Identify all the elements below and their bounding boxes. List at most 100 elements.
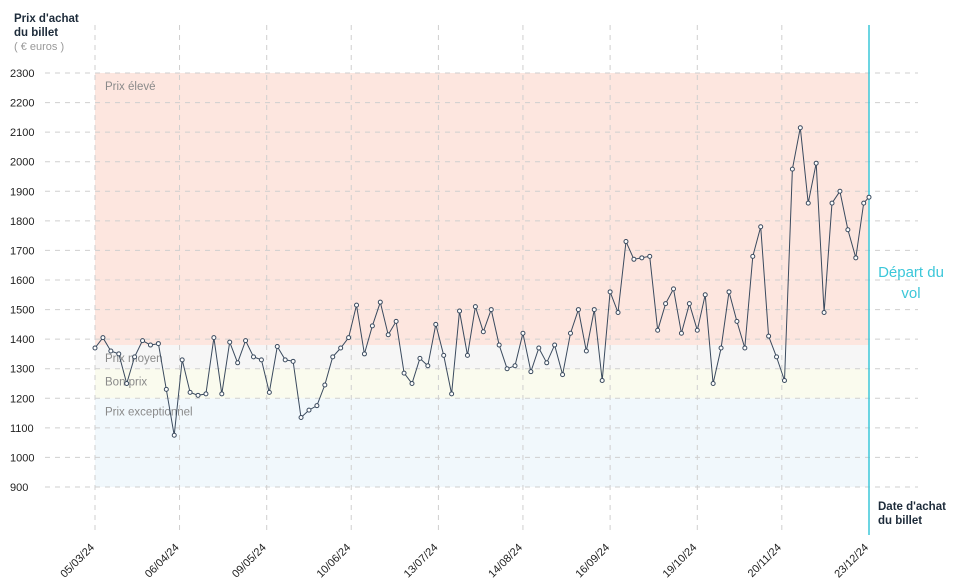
- zone-label: Prix élevé: [105, 81, 156, 93]
- y-tick-label: 1200: [10, 393, 34, 405]
- price-point: [567, 330, 573, 336]
- price-point: [647, 253, 653, 259]
- price-point: [155, 341, 161, 347]
- y-tick-label: 1600: [10, 275, 34, 287]
- price-point: [250, 354, 256, 360]
- price-point: [409, 381, 415, 386]
- price-point: [821, 310, 827, 316]
- y-tick-label: 1800: [10, 216, 34, 228]
- y-tick-label: 1300: [10, 364, 34, 376]
- price-point: [853, 255, 859, 261]
- price-point: [274, 344, 280, 350]
- y-tick-label: 900: [10, 482, 28, 494]
- price-point: [92, 345, 98, 351]
- y-tick-label: 1000: [10, 452, 34, 464]
- price-point: [520, 330, 526, 336]
- x-tick-label: 23/12/24: [832, 542, 871, 581]
- price-point: [560, 372, 566, 378]
- price-point: [781, 378, 787, 384]
- price-point: [108, 348, 114, 354]
- price-point: [607, 289, 613, 295]
- price-point: [504, 366, 510, 372]
- price-point: [829, 200, 835, 206]
- price-point: [361, 351, 367, 357]
- price-point: [306, 407, 312, 413]
- price-point: [774, 354, 780, 360]
- x-tick-label: 16/09/24: [573, 542, 612, 581]
- price-point: [211, 335, 217, 341]
- price-point: [750, 253, 756, 259]
- price-point: [837, 188, 843, 194]
- y-tick-label: 1500: [10, 305, 34, 317]
- price-point: [377, 299, 383, 305]
- price-zone: [95, 398, 869, 487]
- price-point: [258, 357, 264, 363]
- price-point: [472, 304, 478, 310]
- departure-label: Départ du vol: [878, 264, 944, 302]
- price-point: [203, 391, 209, 397]
- price-point: [544, 360, 550, 366]
- price-point: [417, 355, 423, 361]
- price-point: [615, 310, 621, 316]
- price-point: [266, 389, 272, 395]
- price-point: [599, 378, 605, 384]
- price-point: [718, 345, 724, 351]
- price-point: [464, 352, 470, 358]
- price-point: [100, 335, 106, 341]
- price-zone: [95, 73, 869, 346]
- price-point: [179, 357, 185, 363]
- price-point: [187, 389, 193, 395]
- price-point: [314, 403, 320, 409]
- price-point: [195, 392, 201, 398]
- price-point: [235, 360, 241, 366]
- price-point: [758, 224, 764, 230]
- x-tick-label: 13/07/24: [402, 542, 441, 581]
- x-tick-label: 05/03/24: [58, 542, 97, 581]
- price-point: [591, 307, 597, 313]
- price-zone: [95, 368, 869, 399]
- price-point: [298, 415, 304, 421]
- price-point: [845, 227, 851, 233]
- price-point: [639, 255, 645, 261]
- y-tick-label: 2100: [10, 127, 34, 139]
- price-point: [861, 200, 867, 206]
- price-point: [583, 348, 589, 354]
- price-point: [734, 318, 740, 324]
- price-point: [694, 327, 700, 333]
- price-point: [219, 391, 225, 397]
- price-point: [552, 342, 558, 348]
- price-point: [346, 335, 352, 341]
- price-point: [813, 160, 819, 166]
- price-point: [671, 286, 677, 292]
- price-point: [282, 357, 288, 363]
- price-point: [702, 292, 708, 298]
- y-axis-title: Prix d'achat du billet: [14, 13, 79, 39]
- price-point: [663, 301, 669, 307]
- price-point: [623, 239, 629, 245]
- price-point: [116, 351, 122, 357]
- price-point: [480, 329, 486, 335]
- y-tick-label: 1900: [10, 186, 34, 198]
- price-point: [163, 386, 169, 392]
- price-point: [132, 354, 138, 360]
- price-point: [354, 302, 360, 308]
- price-zone: [95, 345, 869, 369]
- price-point: [124, 381, 130, 386]
- price-point: [369, 323, 375, 329]
- price-point: [290, 358, 296, 364]
- x-tick-label: 19/10/24: [661, 542, 700, 581]
- x-tick-label: 14/08/24: [486, 542, 525, 581]
- y-tick-label: 2000: [10, 157, 34, 169]
- price-point: [330, 354, 336, 360]
- y-tick-label: 2300: [10, 68, 34, 80]
- price-point: [171, 432, 177, 438]
- x-axis-title: Date d'achat du billet: [878, 501, 946, 527]
- x-tick-label: 10/06/24: [315, 542, 354, 581]
- price-point: [655, 327, 661, 333]
- price-point: [686, 301, 692, 307]
- price-point: [147, 342, 153, 348]
- price-point: [496, 342, 502, 348]
- y-tick-label: 1100: [10, 423, 34, 435]
